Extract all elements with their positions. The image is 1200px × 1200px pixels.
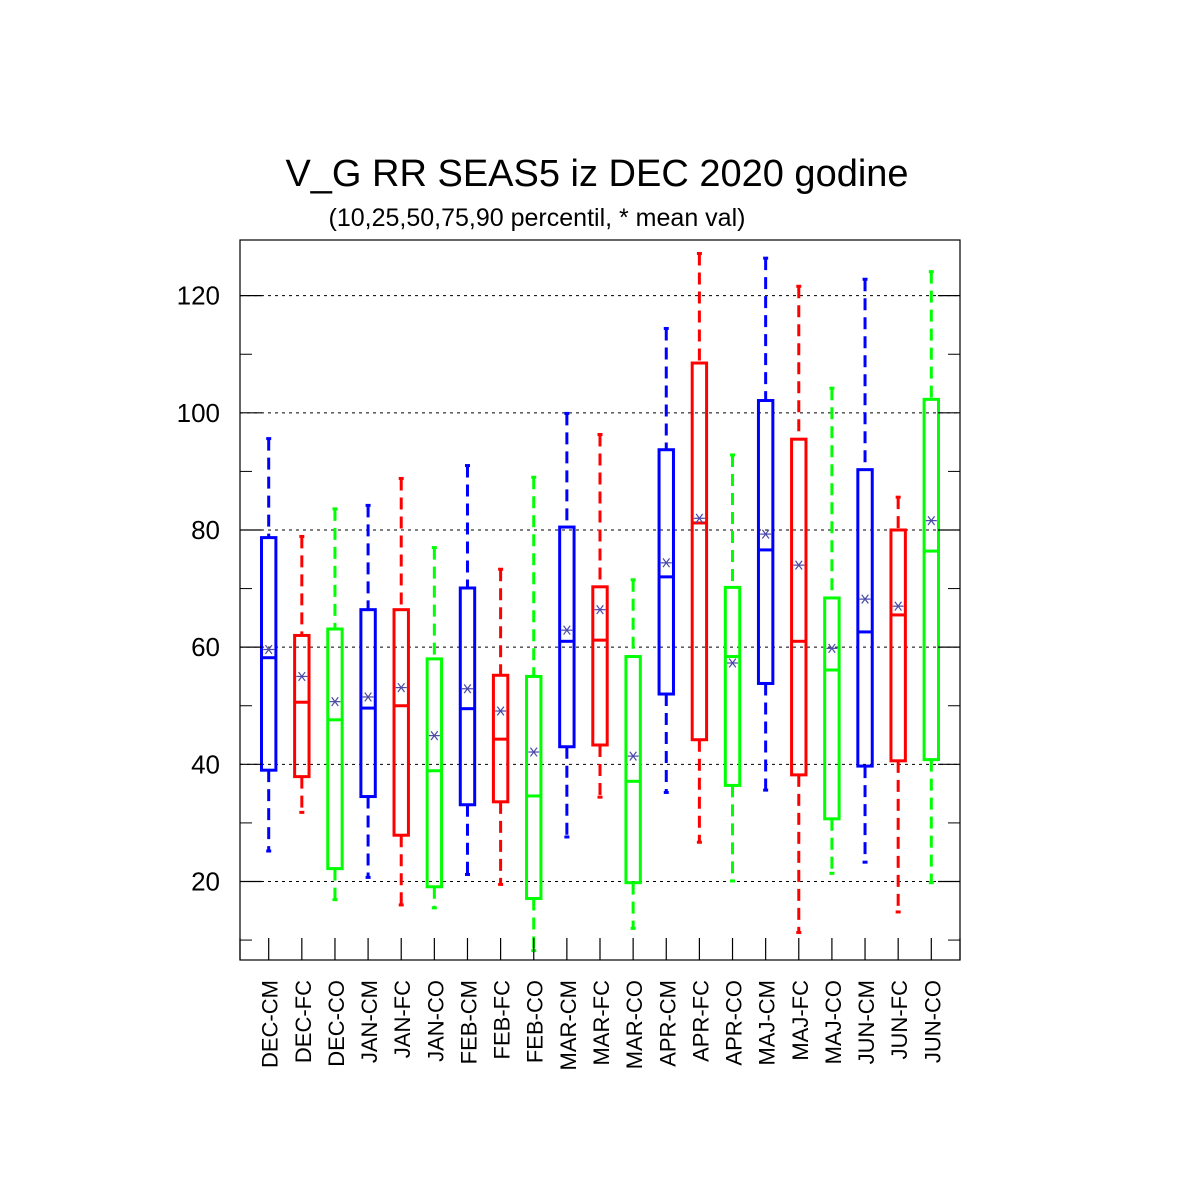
- mean-marker: [496, 706, 505, 716]
- mean-marker: [430, 730, 439, 741]
- box-iqr: [425, 657, 444, 889]
- mean-marker: [463, 683, 472, 694]
- box-iqr: [922, 397, 940, 762]
- y-tick-label: 120: [177, 281, 220, 311]
- mean-marker: [331, 696, 339, 707]
- mean-marker: [298, 671, 306, 682]
- box-iqr: [624, 655, 642, 885]
- box-iqr: [889, 528, 907, 763]
- x-tick-label: JUN-CM: [854, 980, 879, 1064]
- x-tick-label: JUN-CO: [920, 980, 945, 1063]
- box-iqr: [260, 536, 278, 772]
- box-maj-co: [823, 386, 841, 875]
- box-dec-fc: [293, 534, 311, 814]
- mean-marker: [629, 751, 637, 761]
- plot-frame: [239, 239, 961, 961]
- mean-marker: [861, 594, 869, 604]
- x-axis-tick-labels: DEC-CM DEC-FC DEC-CO JAN-CM JAN-FC JAN-CO FEB-…: [258, 980, 946, 1071]
- mean-marker: [662, 558, 671, 568]
- x-tick-label: FEB-CO: [523, 980, 548, 1063]
- x-tick-label: FEB-FC: [490, 980, 515, 1060]
- box-iqr: [458, 586, 477, 807]
- x-tick-label: MAR-CM: [556, 980, 581, 1070]
- box-feb-co: [525, 475, 543, 953]
- mean-marker: [828, 643, 836, 654]
- box-jan-fc: [392, 476, 410, 907]
- x-tick-label: MAR-CO: [622, 980, 647, 1069]
- box-mar-fc: [591, 432, 609, 799]
- box-iqr: [326, 627, 344, 871]
- x-tick-label: APR-CO: [722, 980, 747, 1066]
- mean-marker: [397, 682, 405, 693]
- x-tick-label: MAJ-CM: [755, 980, 780, 1066]
- box-iqr: [525, 674, 543, 900]
- y-tick-label: 40: [191, 749, 220, 779]
- box-jun-cm: [856, 277, 874, 864]
- mean-marker: [894, 601, 902, 611]
- y-axis-tick-labels: 20 40 60 80 100 120: [177, 281, 220, 897]
- y-tick-label: 80: [191, 515, 220, 545]
- x-tick-label: JAN-CM: [357, 980, 382, 1063]
- mean-marker: [596, 604, 604, 615]
- box-iqr: [723, 585, 742, 787]
- box-jan-cm: [359, 503, 377, 879]
- box-feb-cm: [458, 464, 477, 876]
- box-dec-cm: [260, 437, 278, 853]
- box-jun-fc: [889, 495, 907, 914]
- mean-marker: [728, 658, 737, 668]
- x-tick-label: APR-CM: [655, 980, 680, 1067]
- mean-marker: [927, 515, 936, 526]
- box-mar-co: [624, 578, 642, 930]
- x-tick-label: FEB-CM: [456, 980, 481, 1064]
- box-iqr: [657, 448, 675, 696]
- y-tick-label: 100: [177, 398, 220, 428]
- box-iqr: [293, 633, 311, 779]
- box-iqr: [591, 585, 609, 747]
- box-jan-co: [425, 546, 444, 910]
- mean-marker: [761, 529, 770, 539]
- x-tick-label: MAJ-FC: [788, 980, 813, 1061]
- box-maj-cm: [756, 256, 775, 792]
- chart-title: V_G RR SEAS5 iz DEC 2020 godine: [285, 153, 908, 195]
- chart-subtitle: (10,25,50,75,90 percentil, * mean val): [329, 204, 746, 232]
- box-iqr: [756, 399, 775, 685]
- box-iqr: [823, 596, 841, 821]
- x-tick-label: MAR-FC: [589, 980, 614, 1066]
- mean-marker: [364, 692, 372, 702]
- box-apr-co: [723, 453, 742, 883]
- box-apr-fc: [690, 251, 709, 844]
- x-tick-label: JAN-CO: [423, 980, 448, 1062]
- box-jun-co: [922, 270, 940, 885]
- boxes: [260, 251, 940, 953]
- box-maj-fc: [790, 284, 808, 934]
- y-tick-label: 60: [191, 632, 220, 662]
- box-apr-cm: [657, 326, 675, 794]
- x-tick-label: DEC-FC: [291, 980, 316, 1063]
- x-tick-label: DEC-CM: [258, 980, 283, 1068]
- mean-marker: [529, 747, 538, 757]
- axis-ticks: [239, 295, 961, 960]
- mean-marker: [794, 560, 803, 570]
- box-iqr: [558, 525, 576, 749]
- box-iqr: [392, 608, 410, 837]
- y-tick-label: 20: [191, 866, 220, 896]
- x-tick-label: JUN-FC: [887, 980, 912, 1060]
- x-tick-label: JAN-FC: [390, 980, 415, 1058]
- box-iqr: [690, 361, 709, 742]
- box-mar-cm: [558, 411, 576, 839]
- box-feb-fc: [491, 567, 510, 886]
- x-tick-label: MAJ-CO: [821, 980, 846, 1064]
- box-iqr: [359, 608, 377, 799]
- mean-marker: [695, 513, 704, 524]
- mean-marker: [563, 625, 571, 635]
- x-tick-label: DEC-CO: [324, 980, 349, 1067]
- mean-marker: [264, 644, 273, 655]
- box-dec-co: [326, 507, 344, 902]
- box-iqr: [790, 437, 808, 777]
- box-iqr: [856, 468, 874, 768]
- x-tick-label: APR-FC: [688, 980, 713, 1062]
